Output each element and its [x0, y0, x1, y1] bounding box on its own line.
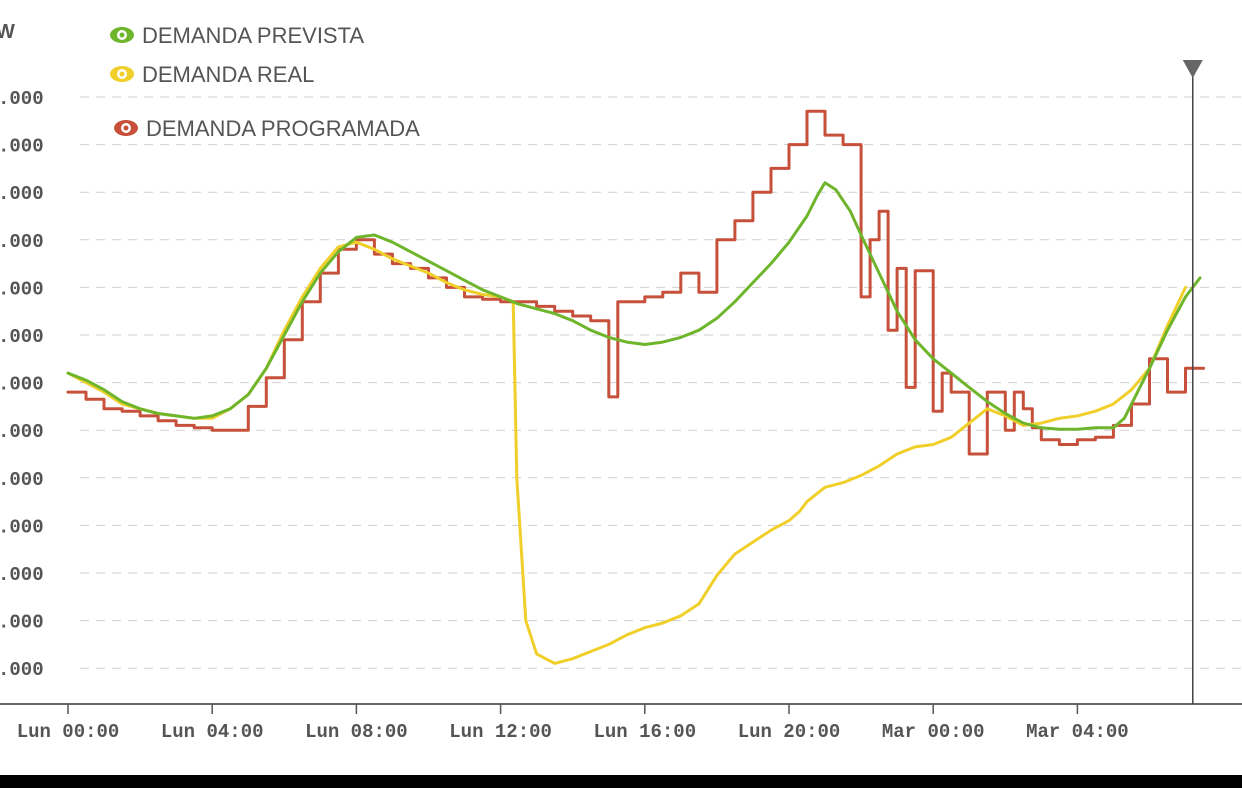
y-tick-label: .000 [0, 326, 44, 348]
series-layer [66, 109, 1206, 665]
legend-label: DEMANDA PROGRAMADA [146, 116, 420, 141]
y-tick-label: .000 [0, 564, 44, 586]
x-axis: Lun 00:00 Lun 04:00 Lun 08:00 Lun 12:00 Lun … [0, 703, 1242, 743]
x-tick-label: Lun 20:00 [738, 721, 841, 743]
x-tick-label: Lun 00:00 [17, 721, 120, 743]
y-tick-label: .000 [0, 421, 44, 443]
y-tick-label: .000 [0, 374, 44, 396]
legend: DEMANDA PREVISTA DEMANDA REAL DEMANDA PROG… [110, 23, 420, 141]
eye-icon[interactable] [114, 120, 138, 136]
x-tick-label: Lun 12:00 [449, 721, 552, 743]
x-tick-label: Lun 04:00 [161, 721, 264, 743]
legend-item[interactable]: DEMANDA PROGRAMADA [114, 116, 420, 141]
legend-label: DEMANDA REAL [142, 62, 314, 87]
y-tick-label: .000 [0, 231, 44, 253]
y-axis: W .000 .000 .000 .000 .000 .000 .000 .000 .000 .0… [0, 21, 44, 681]
y-tick-label: .000 [0, 183, 44, 205]
x-tick-label: Mar 04:00 [1026, 721, 1129, 743]
eye-icon[interactable] [110, 27, 134, 43]
cursor-handle-icon[interactable] [1182, 60, 1203, 78]
legend-label: DEMANDA PREVISTA [142, 23, 364, 48]
x-tick-label: Mar 00:00 [882, 721, 985, 743]
y-tick-label: .000 [0, 278, 44, 300]
time-cursor[interactable] [1182, 60, 1203, 704]
legend-item[interactable]: DEMANDA REAL [110, 62, 314, 87]
legend-item[interactable]: DEMANDA PREVISTA [110, 23, 364, 48]
y-tick-label: .000 [0, 88, 44, 110]
x-tick-label: Lun 08:00 [305, 721, 408, 743]
y-axis-unit-label: W [0, 21, 15, 43]
y-tick-label: .000 [0, 136, 44, 158]
series-line-2 [66, 109, 1206, 456]
eye-icon[interactable] [110, 66, 134, 82]
y-tick-label: .000 [0, 659, 44, 681]
y-tick-label: .000 [0, 612, 44, 634]
bottom-bar [0, 775, 1242, 788]
grid-lines [80, 96, 1242, 669]
series-line-0 [66, 181, 1202, 431]
series-line-1 [66, 240, 1187, 665]
y-tick-label: .000 [0, 469, 44, 491]
y-tick-label: .000 [0, 516, 44, 538]
x-tick-label: Lun 16:00 [593, 721, 696, 743]
